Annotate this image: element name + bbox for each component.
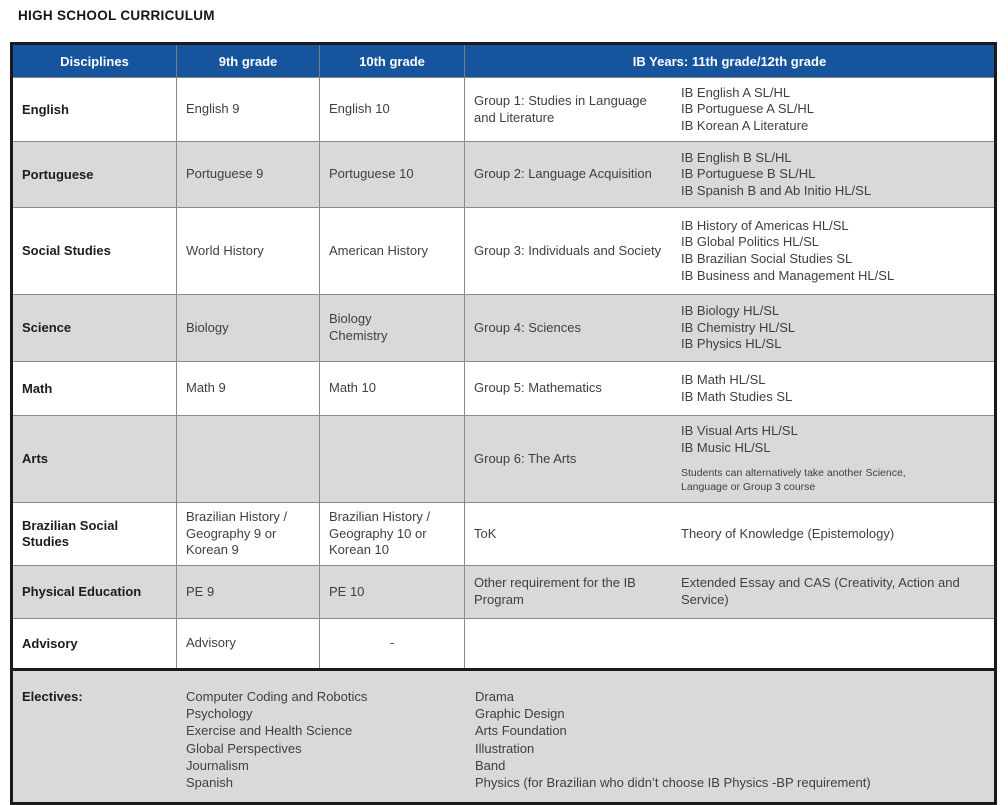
grade9-cell: Biology	[177, 295, 320, 361]
table-row-physical-education: Physical Education PE 9 PE 10 Other requ…	[13, 564, 994, 618]
grade10-cell: English 10	[320, 78, 465, 141]
curriculum-table: Disciplines 9th grade 10th grade IB Year…	[10, 42, 997, 805]
grade10-cell: Math 10	[320, 362, 465, 415]
ib-courses-cell: IB Visual Arts HL/SL IB Music HL/SL Stud…	[672, 416, 994, 502]
grade10-cell	[320, 416, 465, 502]
grade9-cell	[177, 416, 320, 502]
ib-courses-cell: IB History of Americas HL/SL IB Global P…	[681, 217, 895, 283]
discipline-cell: Science	[13, 295, 177, 361]
ib-courses-cell: Extended Essay and CAS (Creativity, Acti…	[681, 575, 960, 607]
ib-courses-cell: IB Biology HL/SL IB Chemistry HL/SL IB P…	[681, 303, 796, 352]
ib-courses-cell: Theory of Knowledge (Epistemology)	[681, 525, 895, 541]
ib-courses-cell: IB Math HL/SL IB Math Studies SL	[681, 371, 793, 404]
grade10-cell: Brazilian History / Geography 10 or Kore…	[320, 503, 465, 565]
grade10-cell: -	[320, 618, 465, 668]
grade10-cell: American History	[320, 208, 465, 294]
ib-courses-cell: IB English B SL/HL IB Portuguese B SL/HL…	[681, 149, 872, 198]
electives-list-left: Computer Coding and Robotics Psychology …	[186, 688, 368, 791]
table-row-arts: Arts Group 6: The Arts IB Visual Arts HL…	[13, 415, 994, 502]
ib-group-cell: Group 4: Sciences	[474, 319, 581, 335]
ib-group-cell: ToK	[474, 525, 497, 541]
ib-group-cell: Group 5: Mathematics	[474, 380, 602, 396]
ib-courses-cell: IB English A SL/HL IB Portuguese A SL/HL…	[681, 84, 814, 133]
ib-group-cell: Group 1: Studies in Language and Literat…	[474, 92, 647, 125]
page-title: HIGH SCHOOL CURRICULUM	[18, 8, 215, 23]
table-header-row: Disciplines 9th grade 10th grade IB Year…	[13, 45, 994, 77]
discipline-cell: Advisory	[13, 618, 177, 668]
ib-group-cell: Group 6: The Arts	[474, 450, 577, 466]
ib-group-cell: Other requirement for the IB Program	[474, 575, 636, 607]
ib-group-cell	[465, 619, 672, 668]
grade10-cell: PE 10	[320, 565, 465, 618]
table-row-social-studies: Social Studies World History American Hi…	[13, 207, 994, 294]
discipline-cell: Arts	[13, 416, 177, 502]
grade9-cell: Advisory	[177, 618, 320, 668]
header-cell-9th-grade: 9th grade	[177, 45, 320, 77]
ib-group-cell: Group 3: Individuals and Society	[474, 242, 662, 258]
grade9-cell: World History	[177, 208, 320, 294]
grade9-cell: English 9	[177, 78, 320, 141]
discipline-cell: Math	[13, 362, 177, 415]
discipline-cell: Social Studies	[13, 208, 177, 294]
grade9-cell: Brazilian History / Geography 9 or Korea…	[177, 503, 320, 565]
table-row-math: Math Math 9 Math 10 Group 5: Mathematics…	[13, 361, 994, 415]
grade10-cell: Biology Chemistry	[320, 295, 465, 361]
ib-courses-text: IB Visual Arts HL/SL IB Music HL/SL	[681, 423, 798, 455]
ib-courses-cell	[672, 619, 994, 668]
header-cell-ib-years: IB Years: 11th grade/12th grade	[632, 53, 827, 69]
table-row-english: English English 9 English 10 Group 1: St…	[13, 77, 994, 141]
header-cell-disciplines: Disciplines	[13, 45, 177, 77]
grade10-cell: Portuguese 10	[320, 142, 465, 207]
grade9-cell: Portuguese 9	[177, 142, 320, 207]
discipline-cell: Portuguese	[13, 142, 177, 207]
ib-group-cell: Group 2: Language Acquisition	[474, 166, 652, 182]
grade9-cell: Math 9	[177, 362, 320, 415]
table-row-brazilian-social-studies: Brazilian Social Studies Brazilian Histo…	[13, 502, 994, 565]
electives-label: Electives:	[22, 688, 83, 704]
arts-note: Students can alternatively take another …	[681, 467, 906, 494]
electives-row: Electives: Computer Coding and Robotics …	[13, 667, 994, 802]
header-cell-10th-grade: 10th grade	[320, 45, 465, 77]
table-row-portuguese: Portuguese Portuguese 9 Portuguese 10 Gr…	[13, 141, 994, 207]
discipline-cell: Physical Education	[13, 565, 177, 618]
table-row-advisory: Advisory Advisory -	[13, 617, 994, 668]
electives-list-right: Drama Graphic Design Arts Foundation Ill…	[475, 688, 871, 791]
grade9-cell: PE 9	[177, 565, 320, 618]
table-row-science: Science Biology Biology Chemistry Group …	[13, 294, 994, 361]
discipline-cell: Brazilian Social Studies	[13, 503, 177, 565]
discipline-cell: English	[13, 78, 177, 141]
